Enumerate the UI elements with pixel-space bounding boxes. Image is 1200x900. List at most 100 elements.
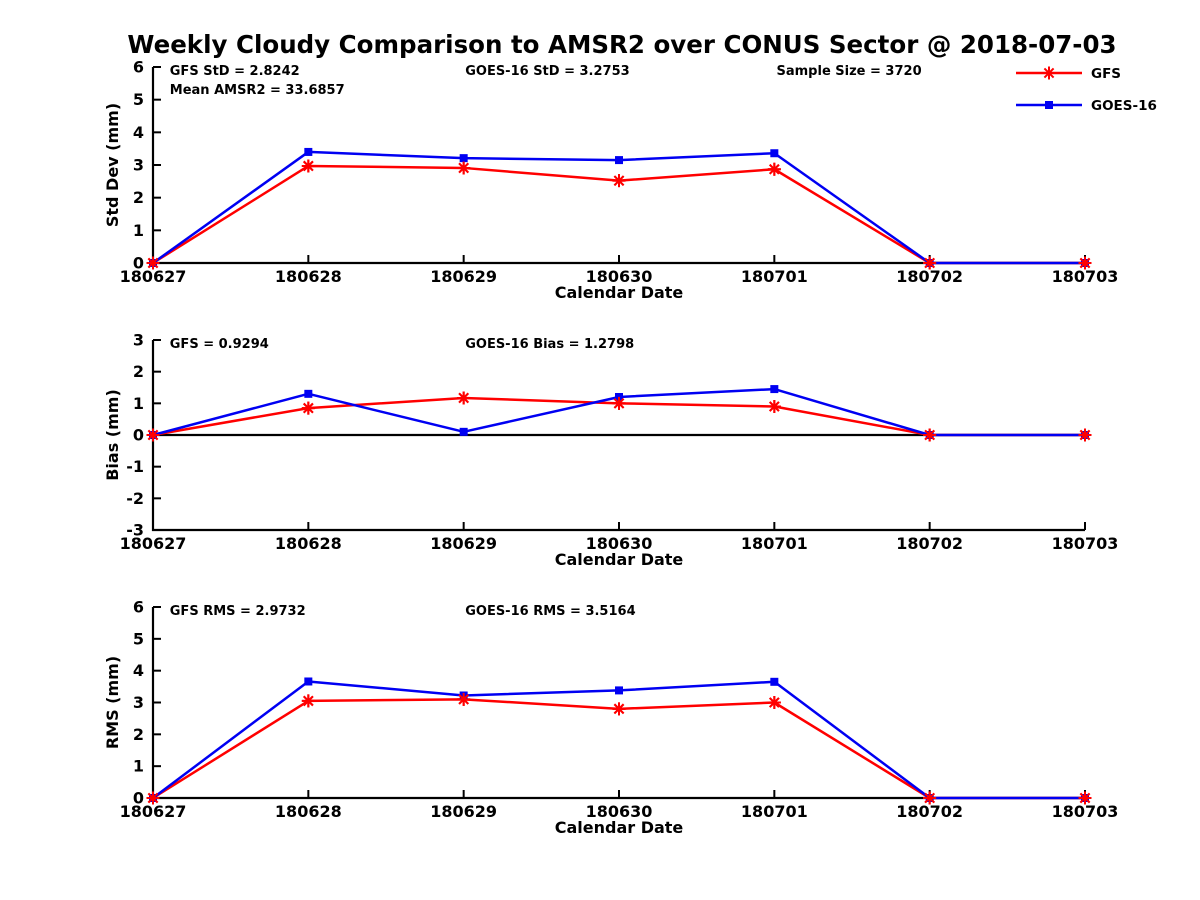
bias-x-axis: 180627 180628 180629 180630 180701 180702 1807… — [120, 522, 1119, 569]
gfs-marker — [1078, 256, 1092, 270]
std-dev-series-goes-16 — [149, 147, 1089, 267]
x-tick-label: 180630 — [586, 267, 653, 286]
y-tick-label: 2 — [133, 725, 144, 744]
y-tick-label: 1 — [133, 394, 144, 413]
goes-16-marker — [770, 149, 779, 158]
y-tick-label: 6 — [133, 598, 144, 617]
stat-annotation: GFS = 0.9294 — [170, 337, 269, 352]
gfs-marker — [301, 401, 315, 415]
bias-chart: -3 -2 -1 0 1 2 3 Bias (mm) 180627 180628 180629 180… — [103, 331, 1118, 570]
rms-x-axis: 180627 180628 180629 180630 180701 180702 1807… — [120, 790, 1119, 837]
gfs-marker — [1078, 428, 1092, 442]
std-dev-x-axis: 180627 180628 180629 180630 180701 180702 1807… — [120, 255, 1119, 302]
rms-series-goes-16 — [149, 677, 1089, 802]
stat-annotation: Sample Size = 3720 — [777, 64, 922, 79]
x-tick-label: 180702 — [896, 267, 963, 286]
y-tick-label: 0 — [133, 254, 144, 273]
gfs-marker — [767, 400, 781, 413]
goes-16-marker — [770, 385, 779, 394]
legend-marker — [1045, 101, 1053, 109]
stat-annotation: GOES-16 StD = 3.2753 — [465, 64, 629, 79]
gfs-marker — [923, 428, 937, 442]
rms-annotations: GFS RMS = 2.9732 GOES-16 RMS = 3.5164 — [170, 604, 636, 619]
goes-16-marker — [304, 389, 313, 398]
y-tick-label: 0 — [133, 426, 144, 445]
x-tick-label: 180630 — [586, 534, 653, 553]
legend-marker — [1042, 66, 1056, 80]
x-tick-label: 180703 — [1052, 267, 1119, 286]
legend: GFS GOES-16 — [1016, 66, 1157, 114]
gfs-marker — [146, 428, 160, 442]
rms-series-gfs-markers-top — [146, 692, 1092, 805]
y-tick-label: 5 — [133, 629, 144, 648]
x-tick-label: 180627 — [120, 534, 187, 553]
x-tick-label: 180630 — [586, 802, 653, 821]
gfs-marker — [923, 256, 937, 270]
y-tick-label: -2 — [126, 489, 144, 508]
goes-16-marker — [459, 154, 468, 163]
x-tick-label: 180629 — [430, 267, 497, 286]
goes-16-marker — [615, 686, 623, 695]
y-tick-label: 3 — [133, 693, 144, 712]
gfs-marker — [767, 696, 781, 709]
stat-annotation: GOES-16 RMS = 3.5164 — [465, 604, 635, 619]
y-tick-label: 1 — [133, 757, 144, 776]
goes-16-line — [152, 680, 1085, 800]
x-tick-label: 180629 — [430, 802, 497, 821]
std-dev-y-axis-title: Std Dev (mm) — [103, 103, 122, 227]
gfs-marker — [612, 396, 626, 410]
x-tick-label: 180628 — [275, 802, 342, 821]
gfs-marker — [1078, 791, 1092, 805]
x-tick-label: 180628 — [275, 534, 342, 553]
stat-annotation: GOES-16 Bias = 1.2798 — [465, 337, 634, 352]
gfs-marker — [457, 692, 471, 706]
rms-x-axis-title: Calendar Date — [555, 818, 684, 837]
gfs-marker — [457, 161, 471, 175]
legend-entry-gfs: GFS — [1016, 66, 1121, 82]
y-tick-label: -3 — [126, 521, 144, 540]
y-tick-label: -1 — [126, 457, 144, 476]
gfs-marker — [146, 256, 160, 270]
y-tick-label: 3 — [133, 331, 144, 350]
goes-16-marker — [304, 147, 313, 156]
gfs-marker — [301, 159, 315, 173]
figure-title: Weekly Cloudy Comparison to AMSR2 over C… — [127, 30, 1116, 59]
x-tick-label: 180701 — [741, 267, 808, 286]
std-dev-x-axis-title: Calendar Date — [555, 283, 684, 302]
x-tick-label: 180701 — [741, 802, 808, 821]
gfs-marker — [301, 694, 315, 708]
bias-x-axis-title: Calendar Date — [555, 550, 684, 569]
gfs-marker — [457, 391, 471, 405]
charts-root: 0 1 2 3 4 5 6 Std Dev (mm) 180627 180628 180629 180… — [103, 58, 1118, 838]
rms-y-axis-title: RMS (mm) — [103, 656, 122, 749]
y-tick-label: 4 — [133, 661, 144, 680]
y-tick-label: 2 — [133, 362, 144, 381]
legend-label: GOES-16 — [1091, 98, 1157, 114]
rms-y-axis: 0 1 2 3 4 5 6 RMS (mm) — [103, 598, 161, 808]
x-tick-label: 180701 — [741, 534, 808, 553]
gfs-marker — [923, 791, 937, 805]
y-tick-label: 1 — [133, 221, 144, 240]
goes-16-line — [152, 150, 1085, 265]
gfs-marker — [146, 791, 160, 805]
bias-y-axis: -3 -2 -1 0 1 2 3 Bias (mm) — [103, 331, 161, 540]
stat-annotation: GFS RMS = 2.9732 — [170, 604, 306, 619]
x-tick-label: 180703 — [1052, 534, 1119, 553]
bias-y-axis-title: Bias (mm) — [103, 389, 122, 481]
gfs-marker — [767, 162, 781, 176]
gfs-marker — [612, 174, 626, 188]
goes-16-marker — [615, 156, 623, 165]
gfs-marker — [612, 702, 626, 716]
bias-series-gfs-markers-top — [146, 391, 1092, 442]
bias-annotations: GFS = 0.9294 GOES-16 Bias = 1.2798 — [170, 337, 634, 352]
x-tick-label: 180629 — [430, 534, 497, 553]
std-dev-y-axis: 0 1 2 3 4 5 6 Std Dev (mm) — [103, 58, 161, 273]
std-dev-series-gfs-markers-top — [146, 159, 1092, 270]
goes-16-marker — [459, 427, 468, 436]
stat-annotation: Mean AMSR2 = 33.6857 — [170, 83, 345, 98]
x-tick-label: 180703 — [1052, 802, 1119, 821]
y-tick-label: 6 — [133, 58, 144, 77]
